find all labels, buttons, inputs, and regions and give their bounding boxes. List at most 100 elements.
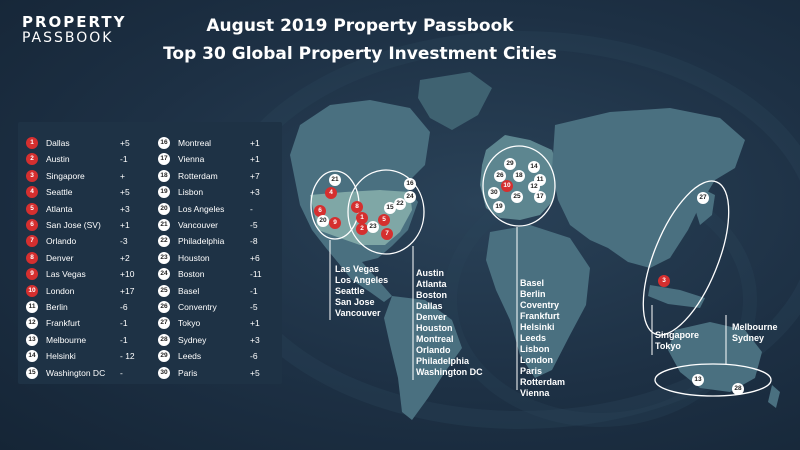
rank-badge: 15 [26, 366, 38, 379]
city-name: Leeds [178, 351, 202, 362]
ranking-row: 25 Basel -1 [158, 284, 282, 298]
region-city: Singapore [655, 330, 700, 340]
rank-change: -5 [250, 302, 258, 312]
map-marker: 7 [381, 228, 393, 240]
rank-change: +5 [120, 138, 130, 148]
map-marker: 16 [404, 178, 416, 190]
circle-australia [654, 363, 772, 397]
landmass-central-america [340, 262, 392, 302]
map-marker: 2 [356, 223, 368, 235]
rank-change: -6 [250, 351, 258, 362]
city-name: Montreal [178, 138, 212, 148]
ranking-row: 24 Boston -11 [158, 267, 282, 281]
landmass-south-america [384, 296, 462, 420]
region-list-asia: Singapore Tokyo [655, 330, 699, 352]
rank-change: -1 [120, 318, 128, 329]
rank-change: +5 [120, 187, 130, 198]
map-marker: 28 [732, 383, 744, 395]
map-marker: 12 [528, 181, 540, 193]
rank-change: -8 [250, 236, 258, 247]
rank-badge: 20 [158, 202, 170, 215]
logo-line-1: PROPERTY [22, 13, 127, 31]
rank-change: -11 [250, 269, 262, 280]
rank-badge: 11 [26, 301, 38, 313]
ranking-row: 10 London +17 [26, 284, 150, 298]
city-name: Singapore [46, 170, 85, 181]
rank-badge: 22 [158, 235, 170, 248]
region-city: Houston [416, 323, 453, 333]
rank-change: +17 [120, 285, 135, 296]
region-list-us-east: Austin Atlanta Boston Dallas Denver Houston Mo… [416, 268, 483, 378]
rank-change: -6 [120, 302, 128, 312]
rank-change: +6 [250, 252, 260, 263]
city-name: Philadelphia [178, 236, 225, 247]
rank-badge: 3 [26, 169, 38, 182]
rank-badge: 17 [158, 153, 170, 166]
city-name: Austin [46, 154, 70, 165]
rank-change: +3 [250, 187, 260, 198]
ranking-row: 9 Las Vegas +10 [26, 267, 150, 281]
rank-change: -1 [120, 334, 128, 345]
rank-badge: 12 [26, 317, 38, 330]
city-name: Melbourne [46, 334, 87, 345]
rank-badge: 1 [26, 137, 38, 149]
region-city: Sydney [732, 333, 765, 343]
map-marker: 19 [493, 201, 505, 213]
map-marker: 5 [378, 214, 390, 226]
map-marker: 13 [692, 374, 704, 386]
rank-badge: 2 [26, 153, 38, 166]
rank-badge: 21 [158, 219, 170, 231]
region-city: Leeds [520, 333, 547, 343]
ranking-row: 11 Berlin -6 [26, 300, 150, 314]
rank-change: - 12 [120, 351, 135, 362]
map-marker: 20 [317, 215, 329, 227]
ranking-row: 28 Sydney +3 [158, 333, 282, 347]
rank-change: +2 [120, 252, 130, 263]
ranking-panel: 1 Dallas +5 2 Austin -1 3 Singapore +4 Seattle +5 5… [18, 122, 282, 384]
ranking-row: 6 San Jose (SV) +1 [26, 218, 150, 232]
rank-badge: 8 [26, 251, 38, 264]
rank-change: +1 [250, 318, 260, 329]
region-city: Dallas [416, 301, 443, 311]
region-list-us-west: Las Vegas Los Angeles Seattle San Jose Vanco… [335, 264, 388, 319]
region-city: Tokyo [655, 341, 681, 351]
map-marker: 22 [394, 198, 406, 210]
rank-change: +1 [250, 154, 260, 165]
city-name: Houston [178, 252, 210, 263]
city-name: Denver [46, 252, 74, 263]
city-name: Lisbon [178, 187, 204, 198]
ranking-row: 18 Rotterdam +7 [158, 169, 282, 183]
ranking-row: 7 Orlando -3 [26, 234, 150, 248]
region-city: Rotterdam [520, 377, 566, 387]
city-name: Paris [178, 367, 198, 378]
ranking-row: 2 Austin -1 [26, 152, 150, 166]
landmass-japan [696, 190, 715, 225]
title-line-1: August 2019 Property Passbook [206, 16, 514, 36]
city-name: Tokyo [178, 318, 201, 329]
region-city: Denver [416, 312, 447, 322]
city-name: Basel [178, 285, 200, 296]
rank-change: +1 [250, 138, 260, 148]
city-name: Dallas [46, 138, 70, 148]
region-city: Coventry [520, 300, 560, 310]
rank-badge: 5 [26, 202, 38, 215]
city-name: Washington DC [46, 367, 106, 378]
city-name: San Jose (SV) [46, 220, 101, 230]
map-marker: 6 [314, 205, 326, 217]
rank-badge: 9 [26, 268, 38, 281]
ranking-row: 14 Helsinki - 12 [26, 349, 150, 363]
ranking-row: 21 Vancouver -5 [158, 218, 282, 232]
city-name: Los Angeles [178, 203, 225, 214]
map-marker: 29 [504, 158, 516, 170]
rank-badge: 10 [26, 284, 38, 297]
city-name: Conventry [178, 302, 217, 312]
rank-change: +5 [250, 367, 260, 378]
city-name: Boston [178, 269, 205, 280]
region-city: Vienna [520, 388, 550, 398]
rank-badge: 25 [158, 284, 170, 297]
region-city: Los Angeles [335, 275, 389, 285]
city-name: Atlanta [46, 203, 73, 214]
region-city: Austin [416, 268, 444, 278]
map-marker: 9 [329, 217, 341, 229]
landmass-southeast-asia [648, 285, 705, 308]
